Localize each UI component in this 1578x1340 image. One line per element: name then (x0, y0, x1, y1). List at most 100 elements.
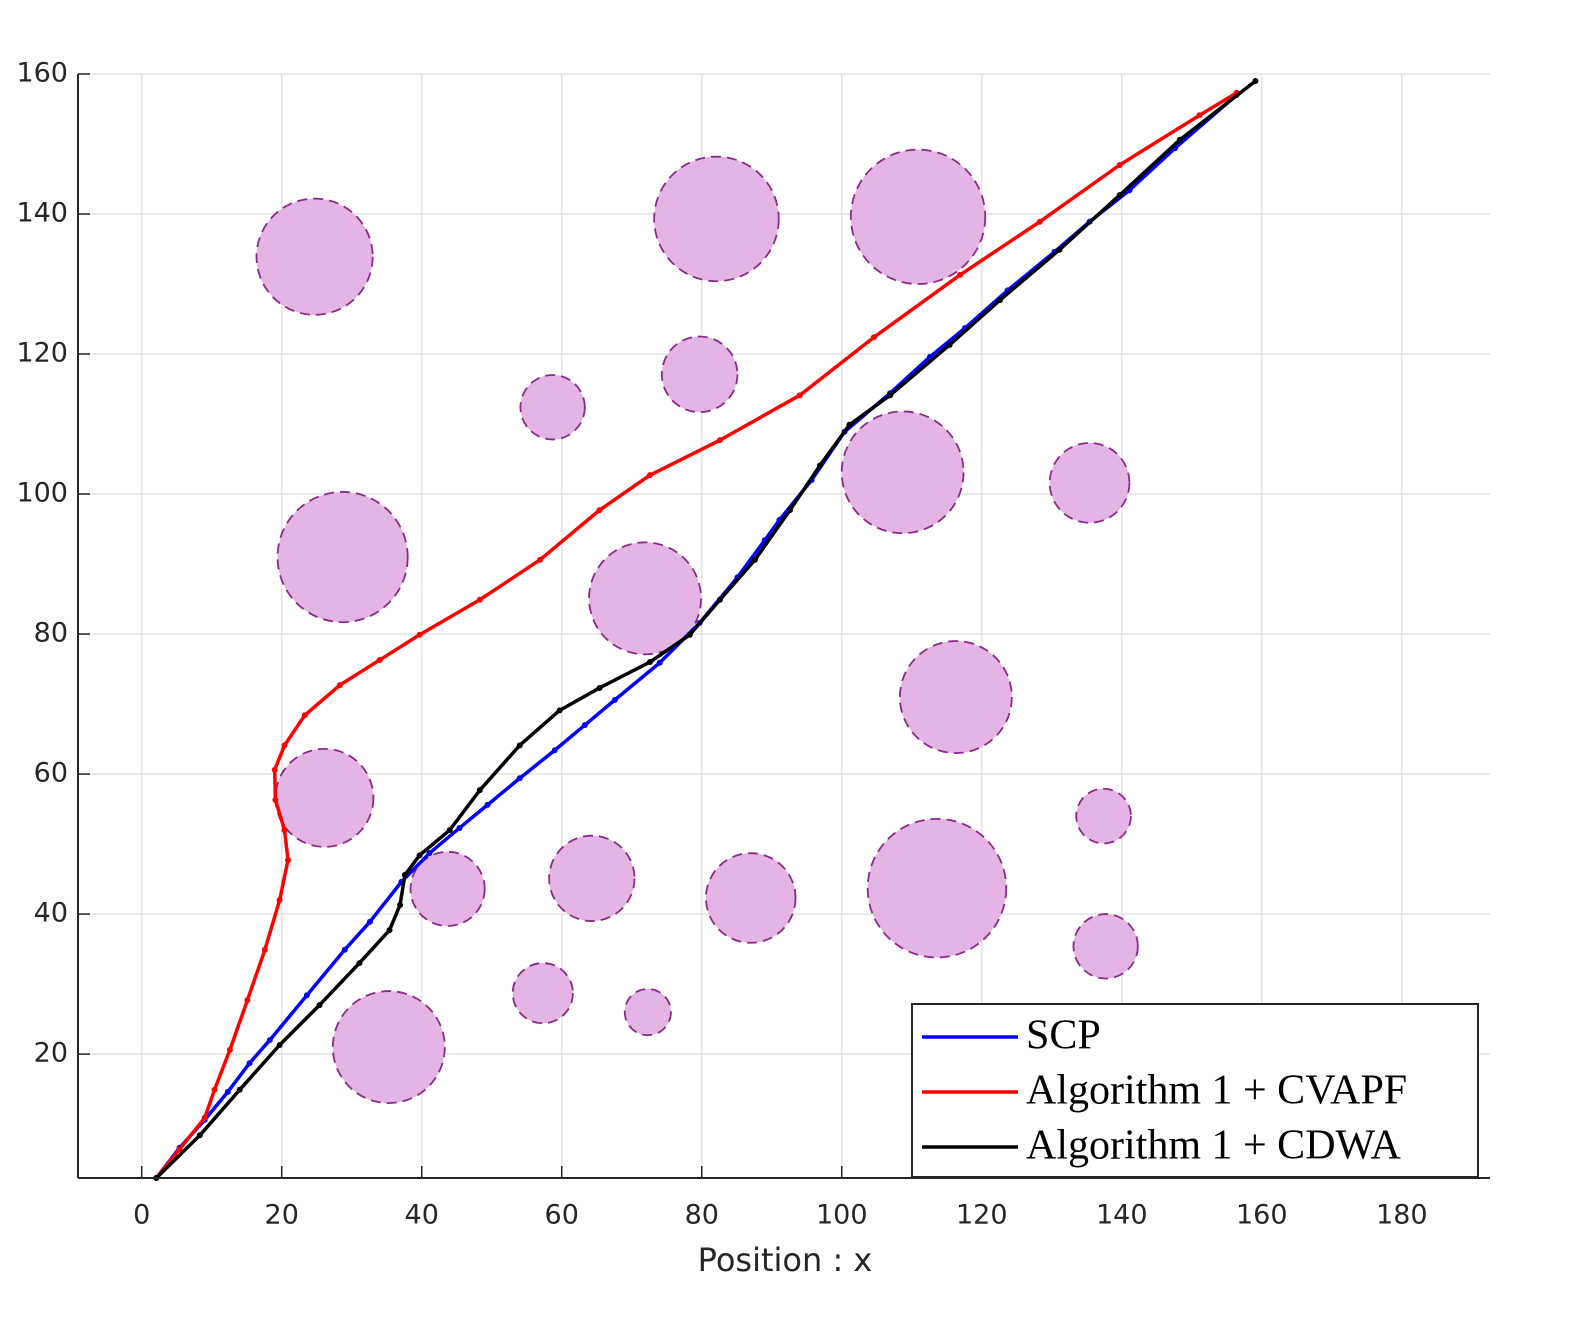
obstacle (660, 335, 739, 414)
trajectory-point (226, 1046, 233, 1053)
trajectory-point (1036, 218, 1043, 225)
trajectory-point (786, 507, 793, 514)
trajectory-point (887, 392, 894, 399)
trajectory-point (281, 742, 288, 749)
trajectory-point (261, 946, 268, 953)
trajectory-point (397, 901, 404, 908)
trajectory-point (716, 596, 723, 603)
trajectory-point (376, 656, 383, 663)
trajectories (153, 78, 1259, 1181)
trajectory-point (1196, 112, 1203, 119)
y-tick-label: 80 (34, 618, 68, 649)
obstacle (898, 640, 1013, 754)
trajectory-point (1116, 162, 1123, 169)
trajectory-point (476, 787, 483, 794)
legend-label: Algorithm 1 + CVAPF (1026, 1068, 1407, 1114)
obstacle (511, 962, 574, 1025)
obstacle (588, 541, 702, 656)
trajectory-point (996, 297, 1003, 304)
trajectory-point (341, 946, 348, 953)
trajectory-point (596, 507, 603, 514)
trajectory-point (476, 596, 483, 603)
y-tick-label: 100 (16, 478, 68, 509)
trajectory-point (285, 857, 292, 864)
trajectory-point (271, 766, 278, 773)
trajectory-point (246, 1060, 253, 1067)
obstacle (276, 491, 409, 624)
trajectory-point (516, 742, 523, 749)
trajectory-point (1116, 192, 1123, 199)
obstacle (519, 374, 586, 441)
obstacle (840, 410, 965, 535)
trajectory-point (281, 827, 288, 834)
trajectory-point (301, 712, 308, 719)
axes: 0 20 40 60 80 100 120 140 160 180 20 40 60 80 100 120 14… (16, 58, 1490, 1231)
trajectory-point (272, 796, 279, 803)
trajectory-point (356, 960, 363, 967)
trajectory-point (870, 334, 877, 341)
trajectory-point (211, 1086, 218, 1093)
trajectory-point (846, 421, 853, 428)
obstacle (331, 990, 446, 1104)
trajectory-point (716, 437, 723, 444)
trajectory-point (817, 462, 824, 469)
trajectory-point (196, 1132, 203, 1139)
trajectory-point (336, 682, 343, 689)
trajectory-point (416, 631, 423, 638)
x-tick-label: 20 (265, 1200, 299, 1231)
x-tick-label: 180 (1376, 1200, 1428, 1231)
trajectory-point (611, 696, 618, 703)
trajectory-point (551, 747, 558, 754)
legend-label: Algorithm 1 + CDWA (1026, 1123, 1402, 1169)
obstacle (705, 852, 797, 944)
x-tick-label: 40 (405, 1200, 439, 1231)
trajectory-point (176, 1146, 183, 1153)
trajectory-point (686, 631, 693, 638)
trajectory-point (556, 707, 563, 714)
x-axis-label: Position : x (698, 1241, 873, 1279)
trajectory-point (303, 992, 310, 999)
trajectory-point (446, 827, 453, 834)
y-tick-label: 20 (34, 1038, 68, 1069)
y-tick-label: 140 (16, 198, 68, 229)
trajectory-point (276, 1041, 283, 1048)
trajectory-point (366, 918, 373, 925)
trajectory-point (596, 684, 603, 691)
trajectory-point (276, 897, 283, 904)
obstacle (1048, 442, 1131, 524)
obstacles (255, 148, 1139, 1104)
y-tick-label: 120 (16, 338, 68, 369)
trajectory-point (1176, 136, 1183, 143)
trajectory-point (484, 801, 491, 808)
obstacle (548, 834, 636, 922)
trajectory-point (656, 659, 663, 666)
obstacle (653, 155, 780, 283)
trajectory-point (516, 775, 523, 782)
trajectory-point (316, 1002, 323, 1009)
trajectory-point (266, 1037, 273, 1044)
x-tick-label: 60 (545, 1200, 579, 1231)
trajectory-point (646, 472, 653, 479)
x-tick-label: 0 (133, 1200, 150, 1231)
obstacle (866, 817, 1008, 959)
obstacle (1072, 913, 1139, 980)
obstacle (623, 988, 672, 1037)
obstacle (274, 747, 375, 848)
trajectory-point (796, 392, 803, 399)
trajectory-point (581, 722, 588, 729)
obstacle (409, 850, 486, 927)
x-tick-label: 160 (1236, 1200, 1288, 1231)
trajectory-point (401, 871, 408, 878)
trajectory-point (537, 556, 544, 563)
trajectory-point (201, 1114, 208, 1121)
trajectory-point (1056, 246, 1063, 253)
trajectory-point (244, 997, 251, 1004)
obstacle (849, 148, 987, 285)
obstacle (1075, 787, 1132, 845)
trajectory-point (646, 659, 653, 666)
x-tick-label: 120 (956, 1200, 1008, 1231)
trajectory-point (224, 1088, 231, 1095)
trajectory-point (957, 271, 964, 278)
trajectory-point (1252, 78, 1259, 85)
